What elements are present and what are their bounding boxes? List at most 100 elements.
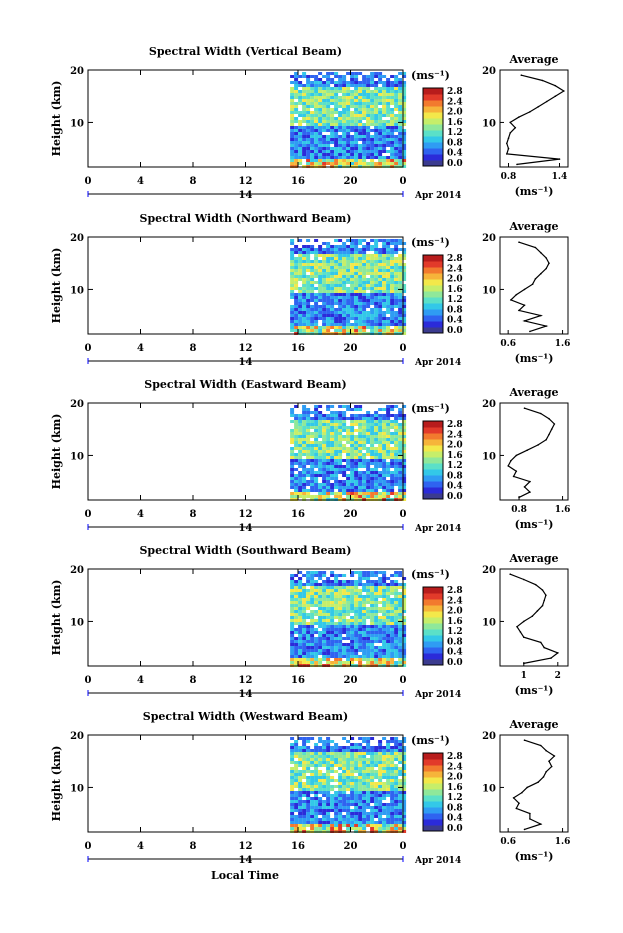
heatmap-cell <box>382 468 387 471</box>
x-tick-label: 0 <box>85 343 92 354</box>
heatmap-cell <box>394 444 399 447</box>
heatmap-cell <box>362 269 367 272</box>
x-tick-label: 20 <box>344 675 358 686</box>
heatmap-cell <box>322 248 327 251</box>
heatmap-cell <box>290 782 295 785</box>
colorbar-swatch <box>423 427 443 434</box>
heatmap-cell <box>378 809 383 812</box>
heatmap-cell <box>378 797 383 800</box>
heatmap-cell <box>402 583 407 586</box>
heatmap-cell <box>398 275 403 278</box>
heatmap-cell <box>354 302 359 305</box>
heatmap-cell <box>378 646 383 649</box>
heatmap-cell <box>402 761 407 764</box>
heatmap-cell <box>338 483 343 486</box>
heatmap-cell <box>354 459 359 462</box>
heatmap-cell <box>394 791 399 794</box>
heatmap-cell <box>350 311 355 314</box>
heatmap-cell <box>306 308 311 311</box>
heatmap-cell <box>294 429 299 432</box>
heatmap-cell <box>390 293 395 296</box>
heatmap-cell <box>306 474 311 477</box>
heatmap-cell <box>362 441 367 444</box>
heatmap-cell <box>310 761 315 764</box>
heatmap-cell <box>354 120 359 123</box>
heatmap-cell <box>378 272 383 275</box>
heatmap-cell <box>338 84 343 87</box>
colorbar-swatch <box>423 493 443 500</box>
heatmap-cell <box>298 827 303 830</box>
heatmap-cell <box>402 465 407 468</box>
heatmap-cell <box>302 444 307 447</box>
heatmap-cell <box>378 631 383 634</box>
heatmap-cell <box>314 592 319 595</box>
avg-y-tick-label: 10 <box>482 285 496 296</box>
heatmap-cell <box>298 580 303 583</box>
heatmap-cell <box>338 755 343 758</box>
heatmap-cell <box>330 123 335 126</box>
x-tick-label: 12 <box>239 509 253 520</box>
heatmap-cell <box>290 610 295 613</box>
heatmap-cell <box>378 323 383 326</box>
heatmap-cell <box>390 746 395 749</box>
heatmap-cell <box>314 477 319 480</box>
heatmap-cell <box>386 658 391 661</box>
heatmap-cell <box>326 314 331 317</box>
heatmap-cell <box>310 132 315 135</box>
heatmap-cell <box>386 634 391 637</box>
heatmap-cell <box>374 480 379 483</box>
heatmap-cell <box>398 299 403 302</box>
heatmap-cell <box>394 257 399 260</box>
heatmap-cell <box>394 117 399 120</box>
heatmap-cell <box>394 815 399 818</box>
heatmap-cell <box>370 492 375 495</box>
heatmap-cell <box>306 764 311 767</box>
heatmap-cell <box>302 824 307 827</box>
heatmap-cell <box>298 809 303 812</box>
heatmap-cell <box>398 135 403 138</box>
heatmap-cell <box>398 99 403 102</box>
heatmap-cell <box>334 474 339 477</box>
heatmap-cell <box>310 643 315 646</box>
heatmap-cell <box>294 272 299 275</box>
heatmap-cell <box>354 743 359 746</box>
heatmap-cell <box>354 429 359 432</box>
heatmap-cell <box>358 788 363 791</box>
heatmap-cell <box>382 640 387 643</box>
heatmap-cell <box>298 749 303 752</box>
heatmap-cell <box>310 308 315 311</box>
heatmap-cell <box>362 272 367 275</box>
heatmap-cell <box>394 661 399 664</box>
heatmap-cell <box>358 284 363 287</box>
heatmap-cell <box>330 483 335 486</box>
heatmap-cell <box>370 607 375 610</box>
heatmap-cell <box>318 162 323 165</box>
y-tick-label: 10 <box>70 451 84 462</box>
heatmap-cell <box>386 441 391 444</box>
heatmap-cell <box>402 664 407 667</box>
heatmap-cell <box>294 308 299 311</box>
heatmap-cell <box>314 129 319 132</box>
heatmap-cell <box>374 108 379 111</box>
heatmap-cell <box>398 477 403 480</box>
heatmap-cell <box>314 821 319 824</box>
heatmap-cell <box>350 144 355 147</box>
x-tick-label: 8 <box>190 176 197 187</box>
heatmap-cell <box>366 637 371 640</box>
colorbar-swatch <box>423 593 443 600</box>
heatmap-cell <box>370 123 375 126</box>
heatmap-cell <box>402 96 407 99</box>
heatmap-cell <box>394 287 399 290</box>
avg-profile-point <box>554 95 557 97</box>
heatmap-cell <box>322 117 327 120</box>
heatmap-cell <box>302 818 307 821</box>
heatmap-cell <box>374 619 379 622</box>
heatmap-cell <box>338 613 343 616</box>
heatmap-cell <box>358 827 363 830</box>
heatmap-cell <box>302 800 307 803</box>
heatmap-cell <box>330 78 335 81</box>
heatmap-cell <box>310 755 315 758</box>
heatmap-cell <box>310 141 315 144</box>
heatmap-cell <box>370 770 375 773</box>
heatmap-cell <box>362 108 367 111</box>
